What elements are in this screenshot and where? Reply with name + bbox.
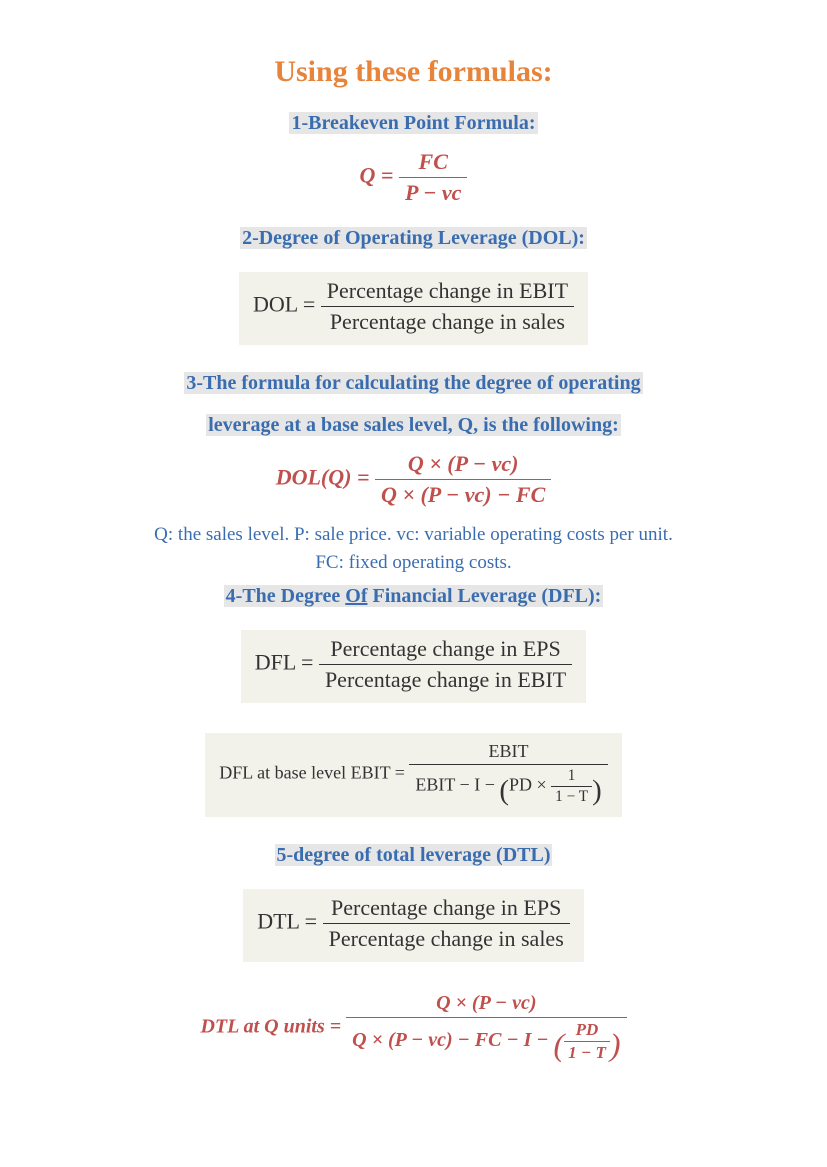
fraction-numerator: Percentage change in EBIT	[321, 278, 574, 306]
formula-fraction: Q × (P − vc) Q × (P − vc) − FC	[375, 451, 551, 508]
formula-fraction: Percentage change in EPS Percentage chan…	[323, 895, 570, 952]
fraction-numerator: Q × (P − vc)	[375, 451, 551, 479]
right-paren-icon: )	[610, 1027, 621, 1063]
document-page: Using these formulas: 1-Breakeven Point …	[0, 0, 827, 1167]
dol-formula-box: DOL = Percentage change in EBIT Percenta…	[239, 272, 588, 345]
dfl-base-formula-box: DFL at base level EBIT = EBIT EBIT − I −…	[205, 733, 621, 817]
inner-fraction: PD1 − T	[564, 1020, 610, 1063]
heading-text: 3-The formula for calculating the degree…	[184, 372, 642, 394]
variables-note-line2: FC: fixed operating costs.	[30, 552, 797, 574]
inner-den: 1 − T	[551, 786, 592, 806]
fraction-denominator: Percentage change in sales	[321, 306, 574, 335]
formula-fraction: Q × (P − vc) Q × (P − vc) − FC − I − (PD…	[346, 992, 626, 1064]
section-3-heading-line2: leverage at a base sales level, Q, is th…	[30, 409, 797, 441]
fraction-numerator: Q × (P − vc)	[346, 992, 626, 1017]
right-paren-icon: )	[592, 774, 602, 806]
fraction-denominator: Percentage change in EBIT	[319, 664, 572, 693]
section-2-heading: 2-Degree of Operating Leverage (DOL):	[30, 222, 797, 254]
heading-text: 4-The Degree Of Financial Leverage (DFL)…	[224, 585, 604, 607]
den-inner-pre: PD ×	[509, 775, 551, 795]
page-title: Using these formulas:	[30, 55, 797, 89]
formula-lhs: DTL at Q units =	[200, 1016, 341, 1038]
fraction-numerator: FC	[399, 149, 467, 177]
fraction-denominator: EBIT − I − (PD × 11 − T)	[409, 764, 607, 807]
dtl-formula-box: DTL = Percentage change in EPS Percentag…	[243, 889, 584, 962]
inner-num: PD	[564, 1020, 610, 1041]
left-paren-icon: (	[499, 774, 509, 806]
inner-den: 1 − T	[564, 1041, 610, 1063]
formula-lhs: DFL at base level EBIT =	[219, 762, 405, 782]
inner-num: 1	[551, 767, 592, 786]
fraction-numerator: EBIT	[409, 741, 607, 764]
section-3-heading-line1: 3-The formula for calculating the degree…	[30, 367, 797, 399]
inner-fraction: 11 − T	[551, 767, 592, 806]
heading-text: 2-Degree of Operating Leverage (DOL):	[240, 227, 587, 249]
fraction-denominator: Q × (P − vc) − FC	[375, 479, 551, 508]
variables-note-line1: Q: the sales level. P: sale price. vc: v…	[30, 524, 797, 546]
fraction-denominator: Q × (P − vc) − FC − I − (PD1 − T)	[346, 1017, 626, 1064]
formula-lhs: DOL(Q) =	[276, 465, 370, 490]
formula-fraction: EBIT EBIT − I − (PD × 11 − T)	[409, 741, 607, 807]
heading-pre: 4-The Degree	[226, 585, 346, 607]
formula-lhs: DFL =	[255, 650, 314, 675]
formula-fraction: Percentage change in EPS Percentage chan…	[319, 636, 572, 693]
heading-text: 5-degree of total leverage (DTL)	[275, 844, 553, 866]
fraction-denominator: Percentage change in sales	[323, 923, 570, 952]
left-paren-icon: (	[554, 1027, 565, 1063]
section-5-heading: 5-degree of total leverage (DTL)	[30, 839, 797, 871]
section-1-heading: 1-Breakeven Point Formula:	[30, 107, 797, 139]
breakeven-formula: Q = FC P − vc	[30, 149, 797, 206]
formula-fraction: Percentage change in EBIT Percentage cha…	[321, 278, 574, 335]
heading-of-underline: Of	[345, 585, 367, 607]
fraction-numerator: Percentage change in EPS	[319, 636, 572, 664]
heading-text: 1-Breakeven Point Formula:	[289, 112, 537, 134]
dtl-q-formula: DTL at Q units = Q × (P − vc) Q × (P − v…	[30, 992, 797, 1064]
den-pre: EBIT − I −	[415, 775, 499, 795]
section-4-heading: 4-The Degree Of Financial Leverage (DFL)…	[30, 580, 797, 612]
formula-fraction: FC P − vc	[399, 149, 467, 206]
heading-post: Financial Leverage (DFL):	[367, 585, 601, 607]
fraction-denominator: P − vc	[399, 177, 467, 206]
den-pre: Q × (P − vc) − FC − I −	[352, 1029, 553, 1051]
formula-lhs: Q =	[360, 163, 394, 188]
dfl-formula-box: DFL = Percentage change in EPS Percentag…	[241, 630, 586, 703]
heading-text: leverage at a base sales level, Q, is th…	[206, 414, 621, 436]
formula-lhs: DTL =	[257, 909, 317, 934]
formula-lhs: DOL =	[253, 292, 315, 317]
dol-q-formula: DOL(Q) = Q × (P − vc) Q × (P − vc) − FC	[30, 451, 797, 508]
fraction-numerator: Percentage change in EPS	[323, 895, 570, 923]
